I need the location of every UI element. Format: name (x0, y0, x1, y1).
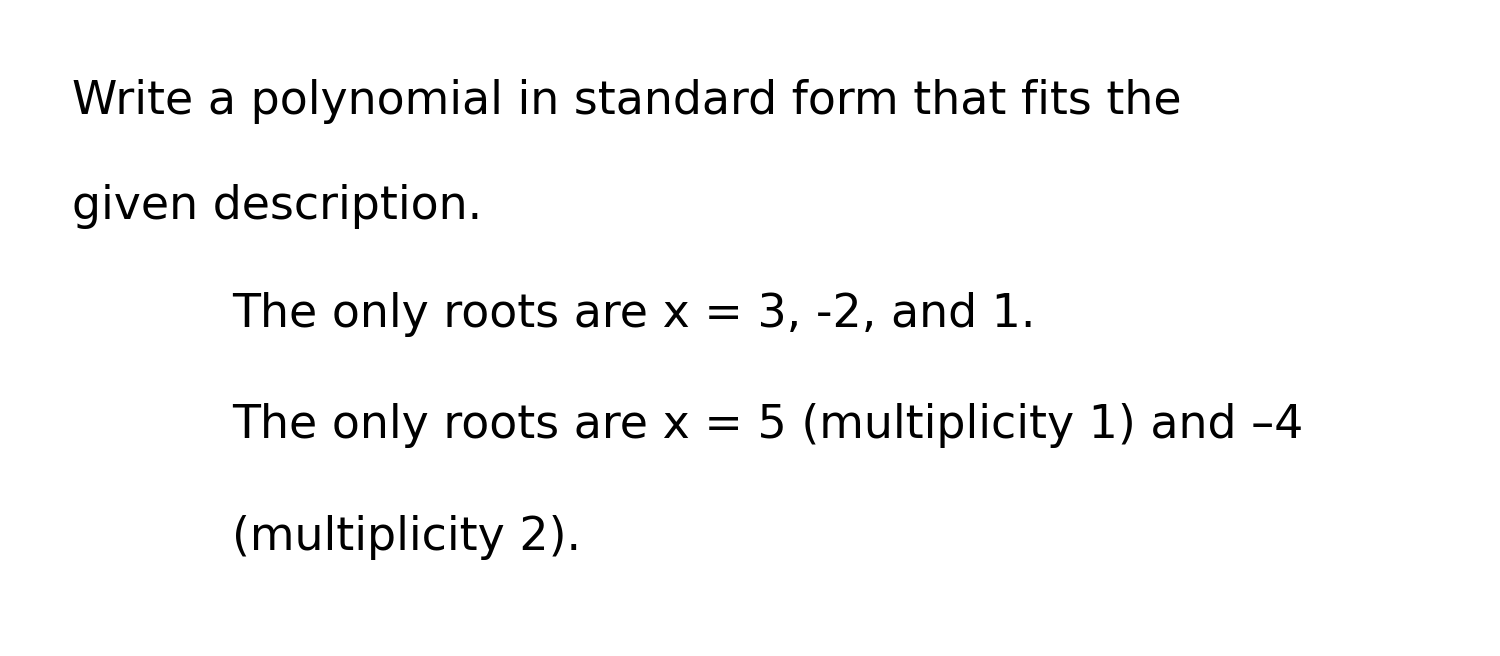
Text: (multiplicity 2).: (multiplicity 2). (232, 515, 582, 560)
Text: given description.: given description. (72, 184, 483, 229)
Text: The only roots are x = 3, -2, and 1.: The only roots are x = 3, -2, and 1. (232, 292, 1036, 337)
Text: Write a polynomial in standard form that fits the: Write a polynomial in standard form that… (72, 79, 1182, 124)
Text: The only roots are x = 5 (multiplicity 1) and –4: The only roots are x = 5 (multiplicity 1… (232, 403, 1304, 449)
